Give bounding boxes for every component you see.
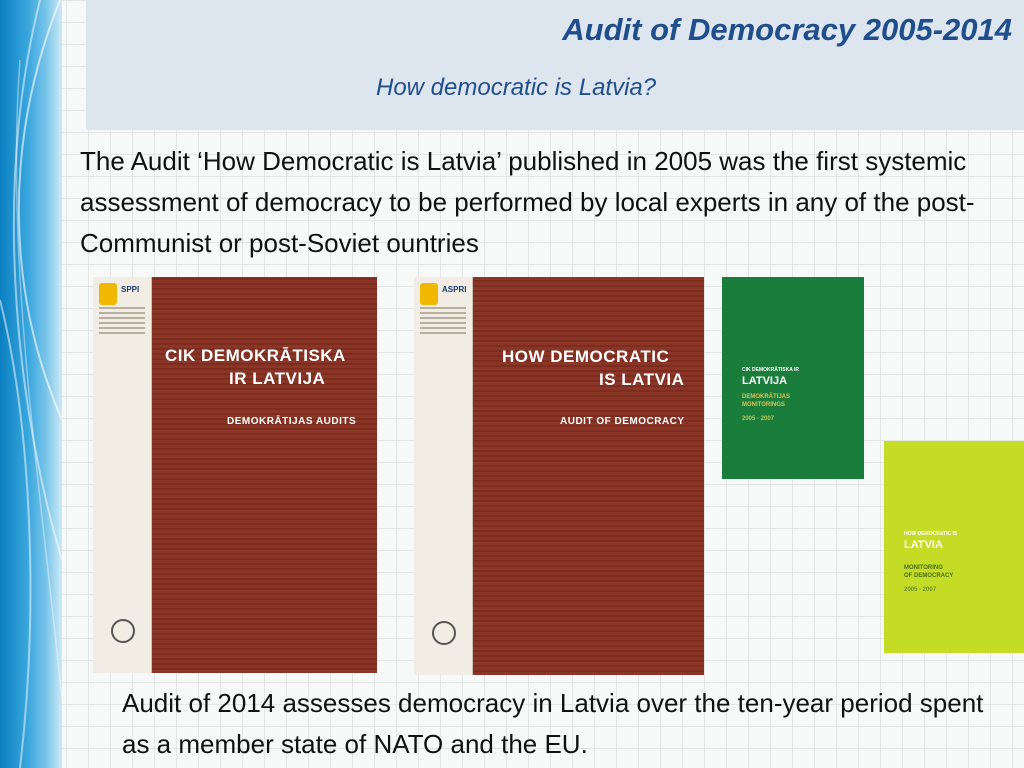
book-spine: SPPI — [93, 277, 152, 673]
outro-paragraph: Audit of 2014 assesses democracy in Latv… — [122, 688, 984, 759]
book-subtitle-1: DEMOKRĀTIJAS — [742, 394, 791, 400]
header-banner: Audit of Democracy 2005-2014 How democra… — [86, 0, 1024, 130]
book-subtitle-2: OF DEMOCRACY — [904, 573, 954, 579]
book-subtitle-1: MONITORING — [904, 565, 943, 571]
slide-title: Audit of Democracy 2005-2014 — [562, 12, 1012, 47]
book-title: LATVIA — [904, 539, 943, 551]
spine-text-lines — [99, 307, 145, 337]
book-small-title: HOW DEMOCRATIC IS — [904, 531, 958, 537]
book-cover-green-monitoring: CIK DEMOKRĀTISKA IR LATVIJA DEMOKRĀTIJAS… — [722, 277, 864, 479]
book-cover-latvian-audit: SPPI CIK DEMOKRĀTISKA IR LATVIJA DEMOKRĀ… — [93, 277, 377, 673]
book-subtitle: AUDIT OF DEMOCRACY — [560, 416, 685, 427]
spine-text-lines — [420, 307, 466, 337]
book-years: 2005 - 2007 — [904, 587, 937, 593]
book-title-line2: IR LATVIJA — [229, 369, 326, 388]
book-small-title: CIK DEMOKRĀTISKA IR — [742, 367, 800, 373]
slide-subtitle: How democratic is Latvia? — [376, 74, 657, 101]
book-cover-yellow-monitoring: HOW DEMOCRATIC IS LATVIA MONITORING OF D… — [884, 441, 1024, 653]
book-subtitle: DEMOKRĀTIJAS AUDITS — [227, 416, 357, 427]
publisher-label: ASPRI — [442, 285, 467, 294]
university-logo-icon — [420, 283, 438, 305]
book-title-line1: HOW DEMOCRATIC — [502, 347, 670, 366]
book-title: LATVIJA — [742, 375, 788, 387]
book-cover-english-audit: ASPRI HOW DEMOCRATIC IS LATVIA AUDIT OF … — [414, 277, 704, 675]
book-spine: ASPRI — [414, 277, 473, 675]
decorative-side-band — [0, 0, 62, 768]
book-years: 2005 - 2007 — [742, 416, 775, 422]
publisher-label: SPPI — [121, 285, 140, 294]
book-subtitle-2: MONITORINGS — [742, 402, 785, 408]
book-title-line1: CIK DEMOKRĀTISKA — [165, 346, 346, 365]
swirl-decoration — [0, 0, 62, 768]
university-logo-icon — [99, 283, 117, 305]
intro-paragraph: The Audit ‘How Democratic is Latvia’ pub… — [80, 146, 975, 258]
university-seal-icon — [432, 621, 456, 645]
university-seal-icon — [111, 619, 135, 643]
book-title-line2: IS LATVIA — [599, 370, 685, 389]
